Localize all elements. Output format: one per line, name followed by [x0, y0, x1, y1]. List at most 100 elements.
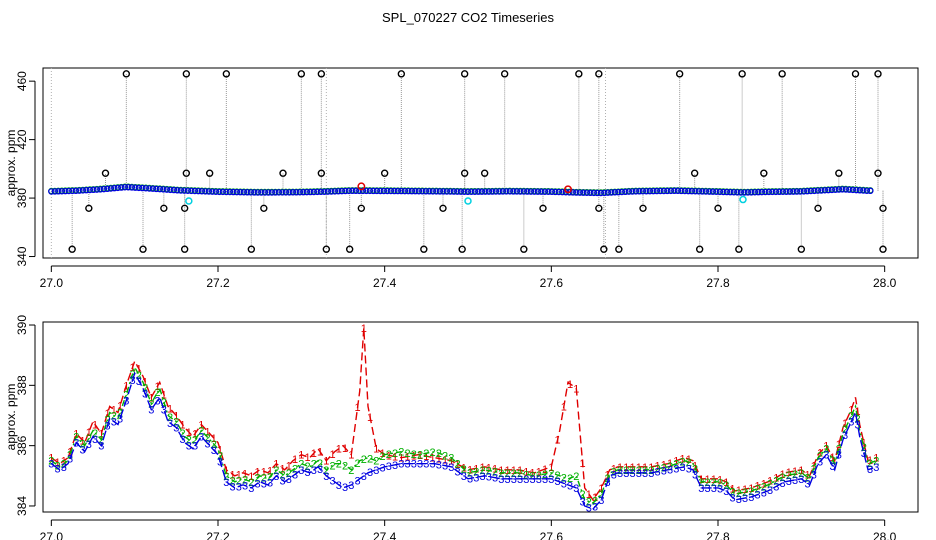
baseline-point [149, 185, 157, 192]
series-3-marker: 3 [455, 466, 461, 478]
baseline-point [506, 188, 514, 195]
baseline-point [853, 186, 860, 194]
outlier-high-point [222, 70, 231, 78]
series-3-marker: 3 [261, 478, 267, 490]
series-3-marker: 3 [311, 465, 317, 477]
outlier-low-point [615, 245, 623, 253]
series-1-marker: 1 [792, 466, 798, 478]
series-1-marker: 1 [417, 450, 423, 462]
baseline-point [415, 187, 423, 195]
baseline-point [734, 189, 741, 196]
series-1-marker: 1 [423, 451, 429, 463]
baseline-point [800, 188, 808, 195]
baseline-point [286, 189, 293, 196]
series-2-marker: 2 [305, 461, 311, 473]
series-2-marker: 2 [786, 470, 792, 482]
series-1-marker: 1 [536, 466, 542, 478]
series-3-marker: 3 [692, 469, 698, 481]
baseline-point [335, 187, 342, 195]
series-3-marker: 3 [567, 481, 573, 493]
series-2-marker: 2 [798, 468, 804, 480]
baseline-point [590, 189, 598, 197]
series-1-marker: 1 [798, 465, 804, 477]
top-x-tick-label: 27.4 [373, 276, 397, 290]
series-2-marker: 2 [655, 464, 661, 476]
baseline-point [667, 187, 675, 195]
series-3-marker: 3 [217, 456, 223, 468]
series-3-marker: 3 [742, 493, 748, 505]
series-3-marker: 3 [61, 462, 67, 474]
series-1-marker: 1 [611, 463, 617, 475]
baseline-point [342, 187, 349, 195]
series-1-marker: 1 [723, 477, 729, 489]
series-3-marker: 3 [780, 478, 786, 490]
baseline-point [135, 184, 143, 192]
series-3-marker: 3 [411, 459, 417, 471]
series-1-marker: 1 [430, 452, 436, 464]
series-1-marker: 1 [673, 456, 679, 468]
baseline-point [797, 188, 804, 195]
series-1-marker: 1 [767, 476, 773, 488]
top-y-axis-label: approx. ppm [4, 130, 18, 197]
series-2-marker: 2 [730, 487, 736, 499]
series-2-marker: 2 [867, 458, 873, 470]
series-3-marker: 3 [405, 459, 411, 471]
baseline-point [272, 189, 279, 196]
baseline-point [779, 188, 787, 195]
baseline-point [527, 188, 535, 195]
series-2-marker: 2 [111, 410, 117, 422]
series-2-marker: 2 [105, 414, 111, 426]
series-3-marker: 3 [267, 478, 273, 490]
baseline-point [517, 188, 524, 195]
baseline-point [398, 187, 405, 195]
baseline-point [289, 189, 297, 196]
top-outlier-points [68, 70, 887, 253]
baseline-point [429, 188, 437, 195]
series-1-marker: 1 [280, 463, 286, 475]
series-3-marker: 3 [736, 494, 742, 506]
series-1-marker: 1 [805, 469, 811, 481]
outlier-mid-high-point [480, 169, 489, 177]
series-1-marker: 1 [155, 381, 161, 393]
series-3-marker: 3 [423, 459, 429, 471]
series-1-marker: 1 [242, 469, 248, 481]
outlier-high-point [675, 70, 684, 78]
series-1-marker: 1 [748, 483, 754, 495]
baseline-point [293, 189, 300, 196]
outlier-mid-high-point [690, 169, 699, 177]
baseline-point [163, 186, 171, 193]
top-y-tick-label: 380 [15, 188, 29, 208]
baseline-point [839, 186, 846, 193]
series-1-marker: 1 [617, 462, 623, 474]
series-1-marker: 1 [736, 485, 742, 497]
series-1-marker: 1 [380, 448, 386, 460]
series-2-marker: 2 [186, 435, 192, 447]
series-1-marker: 1 [186, 427, 192, 439]
baseline-point [716, 188, 724, 196]
series-1-marker: 1 [92, 420, 98, 432]
series-2-marker: 2 [605, 473, 611, 485]
series-1-marker: 1 [205, 426, 211, 438]
bottom-y-tick-label: 386 [15, 435, 29, 455]
series-1-marker: 1 [367, 412, 373, 424]
series-2-marker: 2 [130, 369, 136, 381]
baseline-point [317, 188, 325, 196]
red-point [357, 182, 366, 191]
outlier-low-point [139, 245, 147, 253]
series-2-marker: 2 [61, 459, 67, 471]
series-2-marker: 2 [192, 435, 198, 447]
series-2-marker: 2 [873, 456, 879, 468]
baseline-point [702, 188, 710, 195]
outlier-low-point [247, 245, 256, 253]
series-3-marker: 3 [698, 483, 704, 495]
baseline-point [653, 187, 661, 195]
series-3-marker: 3 [842, 430, 848, 442]
series-1-marker: 1 [136, 364, 142, 376]
series-1-marker: 1 [548, 462, 554, 474]
series-2-marker: 2 [330, 460, 336, 472]
series-3-marker: 3 [161, 404, 167, 416]
baseline-point [622, 188, 629, 196]
top-spike-lines [50, 68, 884, 258]
series-2-marker: 2 [567, 473, 573, 485]
series-1-marker: 1 [255, 466, 261, 478]
